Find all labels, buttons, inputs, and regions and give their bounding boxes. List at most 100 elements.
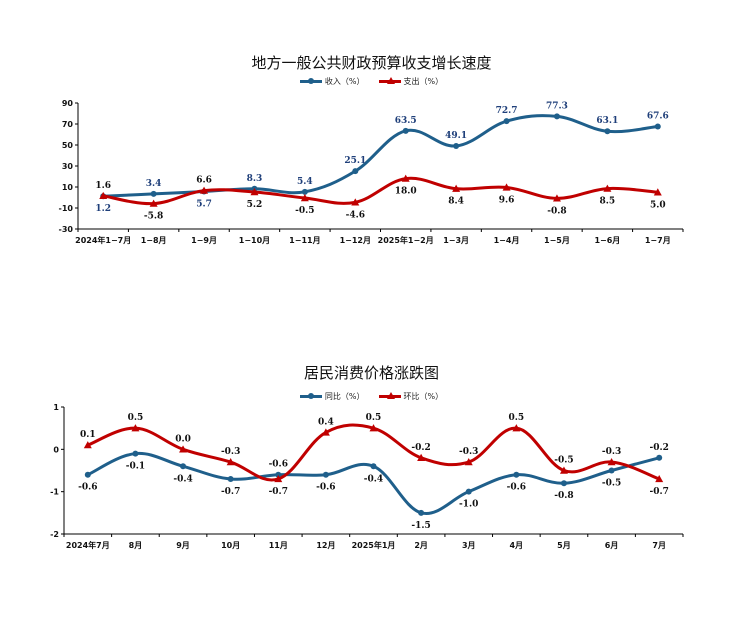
data-point bbox=[513, 471, 520, 478]
data-point bbox=[452, 184, 461, 192]
data-point bbox=[200, 186, 209, 194]
series-line-secondary bbox=[86, 423, 661, 482]
x-tick-label: 5月 bbox=[557, 541, 571, 550]
legend-item-income: 收入（%） bbox=[299, 76, 365, 87]
data-label: -0.5 bbox=[295, 206, 314, 216]
data-point bbox=[552, 194, 561, 202]
x-tick-label: 1−3月 bbox=[443, 236, 469, 245]
x-tick-label: 9月 bbox=[176, 541, 190, 550]
data-point bbox=[250, 188, 259, 196]
data-label: 63.1 bbox=[596, 116, 618, 126]
data-label: -5.8 bbox=[144, 212, 163, 222]
x-tick-label: 8月 bbox=[129, 541, 143, 550]
data-point bbox=[607, 458, 616, 466]
series-line-primary bbox=[101, 114, 660, 198]
series-line-secondary bbox=[101, 176, 660, 206]
data-point bbox=[370, 463, 377, 470]
x-tick-label: 10月 bbox=[221, 541, 240, 550]
data-label: 63.5 bbox=[395, 116, 417, 126]
x-tick-label: 12月 bbox=[316, 541, 335, 550]
data-label: 0.4 bbox=[318, 417, 334, 427]
legend-item-mom: 环比（%） bbox=[378, 391, 444, 402]
data-label: -0.3 bbox=[221, 447, 240, 457]
data-point bbox=[402, 127, 409, 134]
chart-legend: 收入（%） 支出（%） bbox=[0, 76, 743, 87]
y-tick-label: -1 bbox=[50, 488, 59, 497]
data-label: 3.4 bbox=[146, 179, 162, 189]
x-tick-label: 1−5月 bbox=[544, 236, 570, 245]
data-label: -0.3 bbox=[602, 447, 621, 457]
data-label: -0.4 bbox=[173, 474, 192, 484]
y-tick-label: 10 bbox=[62, 183, 74, 192]
data-point bbox=[418, 509, 425, 516]
data-label: -0.7 bbox=[221, 487, 240, 497]
data-label: 25.1 bbox=[344, 156, 366, 166]
data-label: -0.1 bbox=[126, 462, 145, 472]
x-tick-label: 2024年1−7月 bbox=[75, 235, 131, 245]
x-tick-label: 1−7月 bbox=[645, 236, 671, 245]
cpi-chart: 居民消费价格涨跌图 同比（%） 环比（%） 1 0 -1 -2 2024年7月 8月 9月 1… bbox=[0, 340, 743, 570]
data-label: -0.6 bbox=[269, 460, 288, 470]
data-label: -0.5 bbox=[554, 456, 573, 466]
legend-item-yoy: 同比（%） bbox=[299, 391, 365, 402]
data-label: -0.6 bbox=[507, 483, 526, 493]
data-label: 8.3 bbox=[247, 174, 263, 184]
x-tick-label: 1−11月 bbox=[289, 236, 320, 245]
data-point bbox=[559, 466, 568, 474]
y-tick-label: 30 bbox=[62, 162, 74, 171]
x-tick-label: 1−12月 bbox=[340, 236, 371, 245]
data-point bbox=[369, 424, 378, 432]
data-label: 8.4 bbox=[448, 197, 464, 207]
data-point bbox=[502, 183, 511, 191]
data-point bbox=[352, 168, 359, 175]
data-point bbox=[83, 441, 92, 449]
data-point bbox=[99, 191, 108, 200]
legend-label: 收入（%） bbox=[324, 77, 365, 86]
legend-label: 同比（%） bbox=[324, 392, 365, 401]
data-label: -0.5 bbox=[602, 479, 621, 489]
y-tick-label: -10 bbox=[59, 204, 74, 213]
data-label: 0.5 bbox=[128, 413, 144, 423]
data-point bbox=[465, 488, 472, 495]
data-point bbox=[464, 458, 473, 466]
legend-line-swatch bbox=[299, 78, 322, 84]
legend-label: 环比（%） bbox=[403, 392, 444, 401]
data-label: 5.4 bbox=[297, 177, 313, 187]
x-tick-label: 2025年1月 bbox=[352, 540, 396, 550]
data-point bbox=[654, 123, 661, 130]
x-tick-label: 2024年7月 bbox=[66, 540, 110, 550]
data-label: 0.5 bbox=[366, 413, 382, 423]
data-label: -0.6 bbox=[78, 483, 97, 493]
data-point bbox=[653, 188, 662, 196]
data-label: 5.7 bbox=[196, 200, 212, 210]
chart-legend: 同比（%） 环比（%） bbox=[0, 391, 743, 402]
data-point bbox=[351, 198, 360, 206]
y-tick-label: 0 bbox=[53, 445, 59, 454]
data-point bbox=[503, 118, 510, 125]
data-label: -0.4 bbox=[364, 474, 383, 484]
data-label: 8.5 bbox=[600, 197, 616, 207]
data-label: 5.0 bbox=[650, 200, 666, 210]
data-label: 9.6 bbox=[499, 195, 515, 205]
fiscal-chart: 地方一般公共财政预算收支增长速度 收入（%） 支出（%） 90 70 50 30 10 -… bbox=[0, 0, 743, 270]
data-point bbox=[655, 474, 664, 483]
data-label: 1.6 bbox=[95, 181, 111, 191]
data-point bbox=[604, 128, 611, 135]
data-label: -0.6 bbox=[316, 483, 335, 493]
data-label: 18.0 bbox=[395, 187, 417, 197]
data-point bbox=[401, 174, 410, 182]
data-label: -4.6 bbox=[346, 210, 365, 220]
legend-line-swatch bbox=[299, 393, 322, 399]
data-label: 67.6 bbox=[647, 112, 669, 122]
data-label: 0.0 bbox=[175, 434, 191, 444]
legend-line-swatch bbox=[378, 392, 401, 399]
data-point bbox=[227, 475, 234, 482]
data-label: -0.7 bbox=[269, 487, 288, 497]
data-label: 0.1 bbox=[80, 430, 96, 440]
data-point bbox=[322, 471, 329, 478]
data-label: -0.3 bbox=[459, 447, 478, 457]
data-point bbox=[321, 428, 330, 436]
data-point bbox=[149, 199, 158, 207]
data-point bbox=[131, 424, 140, 432]
